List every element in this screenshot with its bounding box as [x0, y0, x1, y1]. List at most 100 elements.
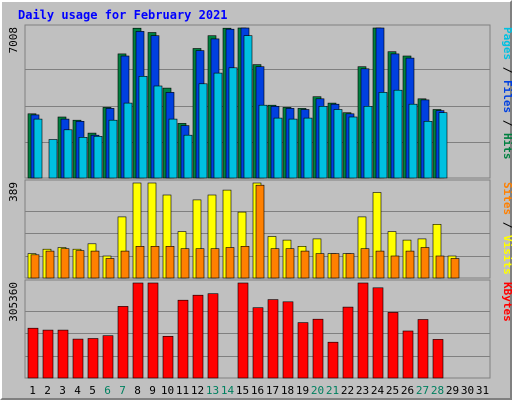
bar-pages — [93, 136, 103, 179]
bar-kbytes — [117, 306, 129, 379]
bar-pages — [258, 104, 268, 179]
bar-kbytes — [342, 306, 354, 379]
bar-sites — [450, 258, 460, 279]
bar-kbytes — [132, 282, 144, 379]
bar-sites — [150, 246, 160, 279]
x-tick-label: 22 — [341, 384, 354, 397]
x-tick-label: 1 — [29, 384, 36, 397]
chart-panels: 7008 Pages / Files / Hits 389 Sites / Visit… — [7, 24, 512, 379]
bar-pages — [168, 118, 178, 179]
x-tick-label: 11 — [176, 384, 189, 397]
bar-sites — [60, 248, 70, 279]
bar-sites — [360, 248, 370, 279]
x-tick-label: 17 — [266, 384, 279, 397]
x-tick-label: 9 — [149, 384, 156, 397]
bar-kbytes — [432, 339, 444, 379]
bar-sites — [240, 246, 250, 279]
y-max-label: 7008 — [7, 27, 20, 54]
bar-sites — [165, 246, 175, 279]
legend-label: / — [501, 113, 512, 133]
bar-kbytes — [162, 335, 174, 379]
bar-kbytes — [57, 329, 69, 379]
bar-sites — [210, 248, 220, 279]
legend-label: / — [501, 60, 512, 80]
bar-pages — [318, 106, 328, 179]
bar-kbytes — [192, 294, 204, 379]
x-tick-label: 16 — [251, 384, 264, 397]
bar-pages — [243, 35, 253, 179]
legend-label: Files — [501, 80, 512, 113]
x-tick-label: 2 — [44, 384, 51, 397]
bar-kbytes — [147, 282, 159, 379]
bar-kbytes — [372, 287, 384, 379]
bar-sites — [90, 250, 100, 279]
legend-label: Visits — [501, 235, 512, 275]
bar-sites — [390, 255, 400, 279]
bar-sites — [435, 255, 445, 279]
x-tick-label: 8 — [134, 384, 141, 397]
bar-pages — [408, 103, 418, 179]
legend-label: Pages — [501, 27, 512, 60]
bar-pages — [123, 102, 133, 179]
bar-kbytes — [42, 329, 54, 379]
bar-sites — [285, 248, 295, 279]
bar-sites — [195, 248, 205, 279]
x-tick-label: 31 — [476, 384, 489, 397]
bar-pages — [153, 85, 163, 179]
y-max-label: 389 — [7, 182, 20, 202]
bar-pages — [63, 129, 73, 179]
bar-pages — [378, 92, 388, 179]
bar-kbytes — [237, 282, 249, 379]
bar-kbytes — [402, 330, 414, 379]
x-tick-label: 10 — [161, 384, 174, 397]
bar-kbytes — [387, 312, 399, 379]
x-tick-label: 12 — [191, 384, 204, 397]
bar-pages — [138, 76, 148, 179]
bar-sites — [270, 248, 280, 279]
bar-kbytes — [102, 335, 114, 379]
series-legend: Sites / Visits — [501, 182, 512, 275]
bar-sites — [315, 253, 325, 279]
bar-pages — [183, 134, 193, 179]
bar-kbytes — [177, 299, 189, 379]
bar-kbytes — [282, 301, 294, 379]
bar-pages — [288, 118, 298, 179]
x-tick-label: 24 — [371, 384, 385, 397]
bar-kbytes — [72, 338, 84, 379]
bar-pages — [108, 119, 118, 179]
x-tick-label: 30 — [461, 384, 474, 397]
x-tick-label: 29 — [446, 384, 459, 397]
legend-label: KBytes — [501, 282, 512, 322]
x-tick-label: 26 — [401, 384, 414, 397]
bar-kbytes — [87, 338, 99, 379]
panel-2: 389 Sites / Visits — [7, 179, 512, 279]
bar-sites — [30, 254, 40, 279]
bar-kbytes — [327, 341, 339, 379]
bar-kbytes — [357, 282, 369, 379]
legend-label: Sites — [501, 182, 512, 215]
x-tick-label: 21 — [326, 384, 339, 397]
bar-pages — [363, 106, 373, 179]
bar-pages — [393, 89, 403, 179]
bar-kbytes — [267, 299, 279, 379]
x-tick-label: 5 — [89, 384, 96, 397]
bar-sites — [255, 184, 265, 279]
bar-pages — [198, 83, 208, 179]
bar-kbytes — [252, 307, 264, 379]
panel-1: 7008 Pages / Files / Hits — [7, 24, 512, 179]
bar-pages — [273, 117, 283, 179]
bar-sites — [375, 250, 385, 279]
panel-3: 305360 KBytes — [7, 279, 512, 379]
bar-pages — [423, 121, 433, 179]
bar-pages — [438, 112, 448, 179]
bar-kbytes — [27, 327, 39, 379]
bar-kbytes — [312, 318, 324, 379]
legend-label: Hits — [501, 133, 512, 160]
x-tick-label: 18 — [281, 384, 294, 397]
bar-sites — [45, 250, 55, 279]
chart-title: Daily usage for February 2021 — [18, 8, 228, 22]
series-legend: Pages / Files / Hits — [501, 27, 512, 160]
bar-pages — [213, 72, 223, 179]
bar-kbytes — [207, 293, 219, 379]
x-tick-label: 3 — [59, 384, 66, 397]
